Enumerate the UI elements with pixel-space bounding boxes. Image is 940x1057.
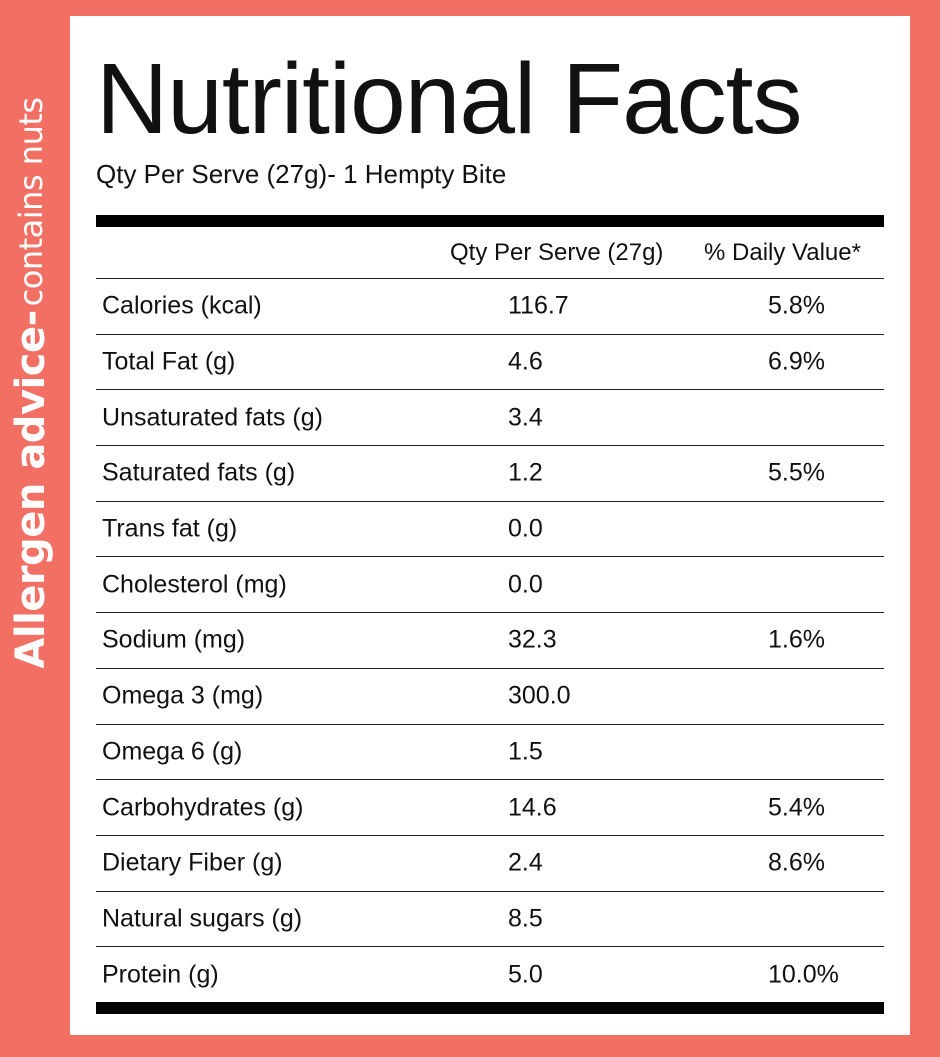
allergen-advice-text: Allergen advice- contains nuts xyxy=(1,53,61,713)
nutrient-qty: 4.6 xyxy=(508,347,543,376)
nutrient-name: Cholesterol (mg) xyxy=(102,570,287,599)
nutrient-qty: 3.4 xyxy=(508,403,543,432)
nutrient-daily-value: 1.6% xyxy=(768,625,825,654)
nutrient-name: Trans fat (g) xyxy=(102,514,238,543)
table-top-rule xyxy=(96,215,884,227)
nutrient-qty: 5.0 xyxy=(508,960,543,989)
table-header-row: Qty Per Serve (27g) % Daily Value* xyxy=(96,227,884,279)
table-row: Unsaturated fats (g) 3.4 xyxy=(96,390,884,447)
nutrient-qty: 8.5 xyxy=(508,904,543,933)
header-qty: Qty Per Serve (27g) xyxy=(450,238,664,266)
table-row: Calories (kcal) 116.7 5.8% xyxy=(96,279,884,335)
nutrient-qty: 300.0 xyxy=(508,681,571,710)
nutrient-qty: 32.3 xyxy=(508,625,557,654)
nutrient-daily-value: 5.4% xyxy=(768,793,825,822)
nutrient-name: Calories (kcal) xyxy=(102,291,262,320)
table-row: Omega 3 (mg) 300.0 xyxy=(96,669,884,725)
table-row: Total Fat (g) 4.6 6.9% xyxy=(96,335,884,391)
nutrient-name: Dietary Fiber (g) xyxy=(102,848,283,877)
table-row: Sodium (mg) 32.3 1.6% xyxy=(96,613,884,669)
nutrient-qty: 1.2 xyxy=(508,458,543,487)
table-row: Omega 6 (g) 1.5 xyxy=(96,725,884,781)
table-row: Trans fat (g) 0.0 xyxy=(96,502,884,558)
table-row: Natural sugars (g) 8.5 xyxy=(96,892,884,948)
nutrient-name: Saturated fats (g) xyxy=(102,458,296,487)
nutrient-name: Total Fat (g) xyxy=(102,347,236,376)
nutrient-name: Protein (g) xyxy=(102,960,219,989)
page-title: Nutritional Facts xyxy=(96,43,802,155)
table-row: Carbohydrates (g) 14.6 5.4% xyxy=(96,780,884,836)
nutrient-qty: 1.5 xyxy=(508,737,543,766)
header-daily-value: % Daily Value* xyxy=(704,238,861,266)
table-row: Cholesterol (mg) 0.0 xyxy=(96,557,884,614)
nutrition-table: Qty Per Serve (27g) % Daily Value* Calor… xyxy=(96,227,884,1003)
nutrient-qty: 2.4 xyxy=(508,848,543,877)
nutrient-name: Unsaturated fats (g) xyxy=(102,403,323,432)
nutrient-qty: 0.0 xyxy=(508,570,543,599)
nutrient-daily-value: 10.0% xyxy=(768,960,839,989)
nutrient-qty: 116.7 xyxy=(508,291,569,320)
nutrient-daily-value: 6.9% xyxy=(768,347,825,376)
nutrition-panel: Nutritional Facts Qty Per Serve (27g)- 1… xyxy=(70,16,910,1035)
table-row: Protein (g) 5.0 10.0% xyxy=(96,947,884,1003)
nutrient-qty: 14.6 xyxy=(508,793,557,822)
nutrient-daily-value: 5.8% xyxy=(768,291,825,320)
allergen-advice-banner: Allergen advice- contains nuts xyxy=(0,0,70,1057)
nutrient-name: Carbohydrates (g) xyxy=(102,793,304,822)
table-bottom-rule xyxy=(96,1002,884,1014)
nutrient-name: Natural sugars (g) xyxy=(102,904,303,933)
nutrient-name: Sodium (mg) xyxy=(102,625,246,654)
nutrient-name: Omega 3 (mg) xyxy=(102,681,264,710)
table-row: Saturated fats (g) 1.2 5.5% xyxy=(96,446,884,502)
table-row: Dietary Fiber (g) 2.4 8.6% xyxy=(96,836,884,892)
nutrient-daily-value: 8.6% xyxy=(768,848,825,877)
serving-info: Qty Per Serve (27g)- 1 Hempty Bite xyxy=(96,159,507,189)
allergen-contains-nuts: contains nuts xyxy=(12,97,50,307)
nutrient-name: Omega 6 (g) xyxy=(102,737,243,766)
nutrient-qty: 0.0 xyxy=(508,514,543,543)
allergen-advice-label: Allergen advice- xyxy=(8,310,54,669)
nutrient-daily-value: 5.5% xyxy=(768,458,825,487)
